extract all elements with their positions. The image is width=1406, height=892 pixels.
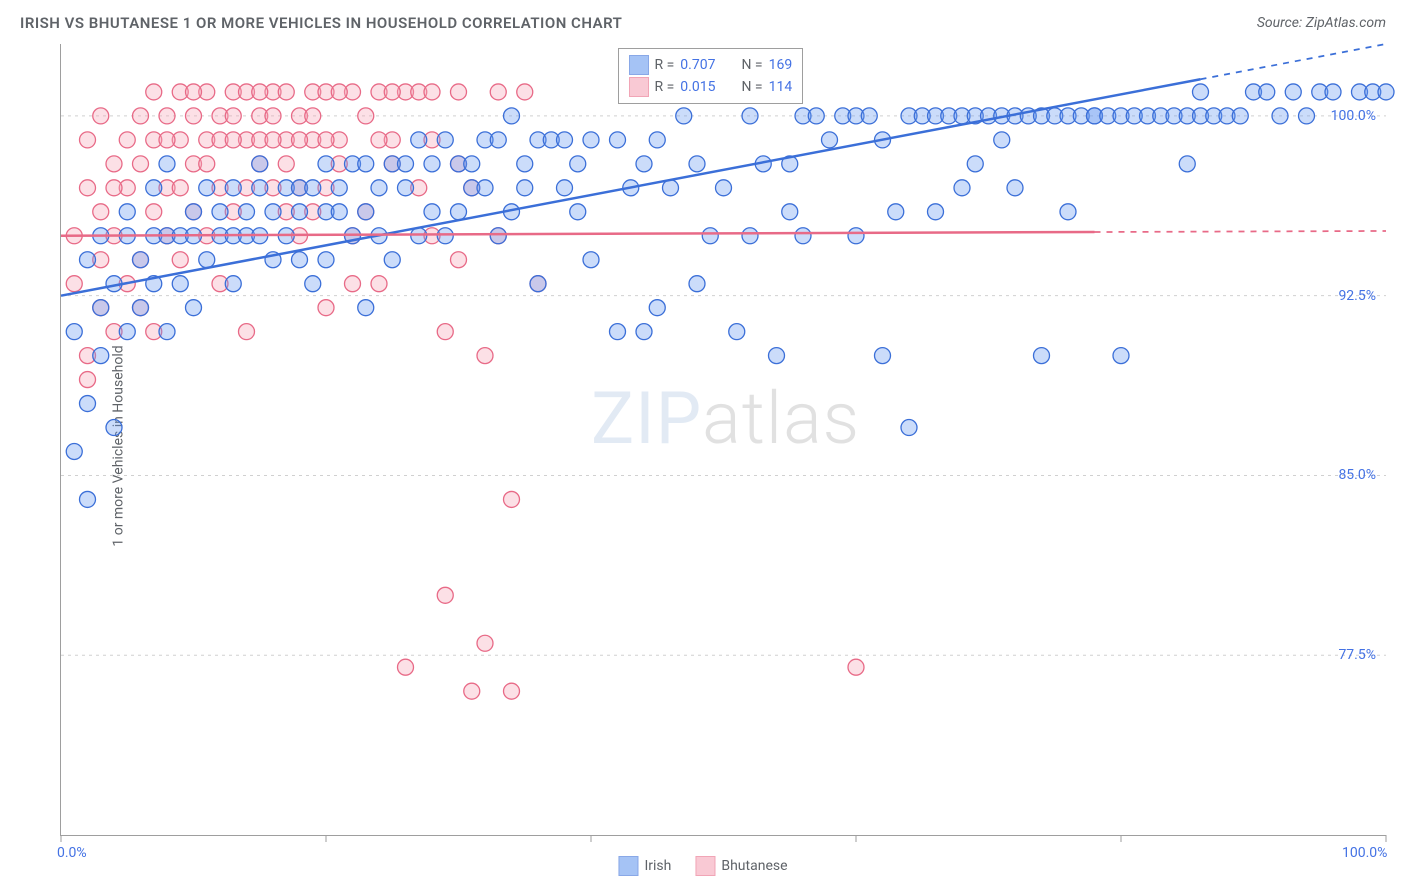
y-tick-label: 100.0% [1331, 108, 1376, 124]
y-tick-label: 77.5% [1338, 647, 1376, 663]
legend-stat-label: N = [741, 79, 762, 95]
legend-label-bhutanese: Bhutanese [721, 858, 787, 874]
legend-item-irish: Irish [618, 856, 671, 876]
legend-swatch-bhutanese [695, 856, 715, 876]
chart-source: Source: ZipAtlas.com [1257, 15, 1386, 31]
y-tick-label: 85.0% [1338, 467, 1376, 483]
legend-stat-label: R = [655, 57, 675, 73]
legend-stats-box: R = 0.707 N = 169 R = 0.015 N = 114 [618, 48, 804, 104]
scatter-plot-svg [61, 44, 1386, 835]
x-tick-label: 100.0% [1342, 845, 1387, 861]
legend-stat-label: R = [655, 79, 675, 95]
legend-stat-label: N = [741, 57, 762, 73]
x-tick-label: 0.0% [57, 845, 87, 861]
legend-stat-value: 114 [769, 79, 793, 95]
legend-stat-value: 0.707 [680, 57, 715, 73]
y-tick-label: 92.5% [1338, 288, 1376, 304]
chart-title: IRISH VS BHUTANESE 1 OR MORE VEHICLES IN… [20, 14, 622, 32]
legend-stat-value: 0.015 [680, 79, 715, 95]
legend-stat-row: R = 0.015 N = 114 [629, 77, 793, 97]
legend-swatch-irish [618, 856, 638, 876]
legend-stat-value: 169 [769, 57, 793, 73]
legend-swatch [629, 77, 649, 97]
legend-label-irish: Irish [644, 858, 671, 874]
legend-swatch [629, 55, 649, 75]
plot-area: ZIPatlas R =0.707N =169R =0.015N =114 77… [60, 44, 1386, 836]
legend-bottom: Irish Bhutanese [618, 856, 787, 876]
legend-stat-row: R = 0.707 N = 169 [629, 55, 793, 75]
legend-item-bhutanese: Bhutanese [695, 856, 787, 876]
